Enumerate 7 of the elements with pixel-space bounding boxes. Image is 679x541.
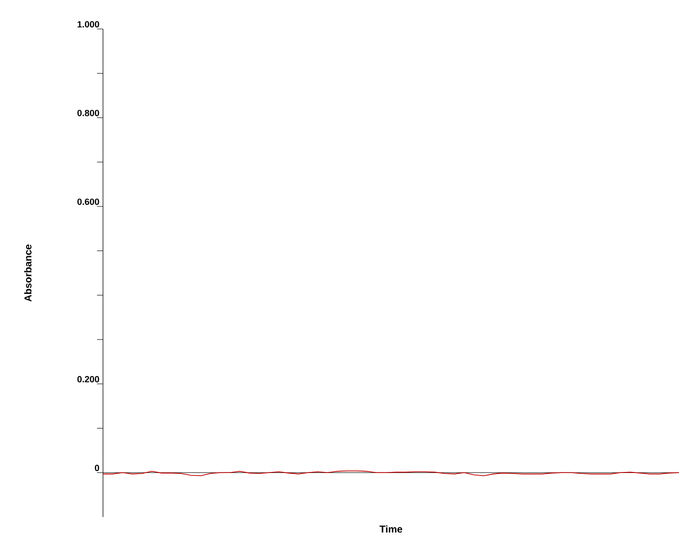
y-tick-label: 0.200 bbox=[77, 376, 100, 382]
y-tick-label: 0 bbox=[94, 464, 100, 472]
y-axis-title: Absorbance bbox=[24, 244, 32, 302]
x-axis-title: Time bbox=[380, 525, 402, 533]
y-tick-label: 0.800 bbox=[77, 110, 100, 116]
y-tick-label: 1.000 bbox=[78, 21, 100, 28]
y-tick-label: 0.600 bbox=[77, 198, 100, 205]
